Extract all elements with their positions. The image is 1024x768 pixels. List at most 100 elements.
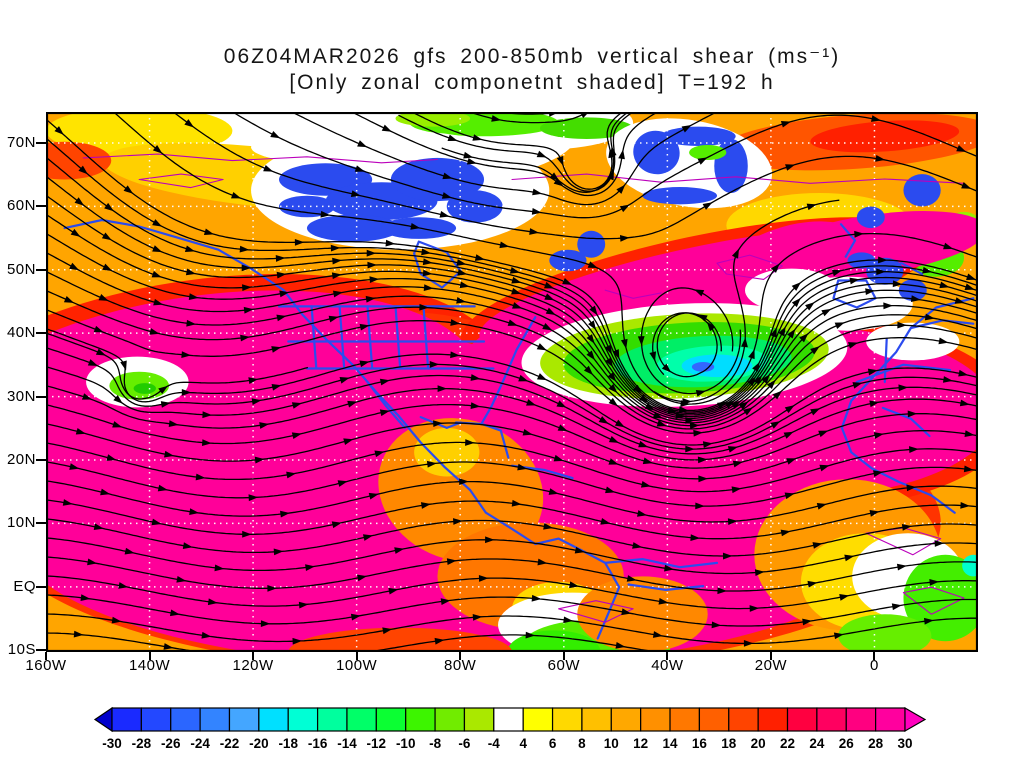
colorbar-cell [610,707,642,732]
x-tick-mark [252,652,255,660]
x-tick-mark [148,652,151,660]
colorbar-label: -14 [337,736,357,751]
colorbar-label: 4 [519,736,527,751]
y-tick-mark [36,458,46,461]
colorbar-cell [522,707,554,732]
colorbar-cell [669,707,701,732]
colorbar-label: 12 [633,736,648,751]
colorbar-cell [757,707,789,732]
colorbar-cell [463,707,495,732]
x-axis-tick-label: 100W [336,657,378,674]
colorbar-label: -10 [396,736,416,751]
x-axis-tick-label: 20W [754,657,788,674]
y-axis-tick-label: 10S [7,641,36,659]
colorbar-cell [375,707,407,732]
colorbar-cell [640,707,671,732]
y-tick-mark [36,395,46,398]
colorbar-cell [258,707,289,732]
colorbar-label: -26 [161,736,181,751]
y-tick-mark [36,268,46,271]
colorbar-cell [316,707,348,732]
title-line-1: 06Z04MAR2026 gfs 200-850mb vertical shea… [223,45,841,68]
colorbar-cell [875,707,906,732]
x-axis-tick-label: 120W [232,657,274,674]
colorbar-label: -6 [458,736,470,751]
x-tick-mark [873,652,876,660]
colorbar-label: -22 [220,736,240,751]
colorbar-cell [551,707,583,732]
colorbar-label: 26 [839,736,855,751]
colorbar-label: -12 [367,736,387,751]
y-axis-tick-label: EQ [13,577,36,595]
colorbar-label: -8 [429,736,441,751]
colorbar-cell [786,707,818,732]
x-tick-mark [769,652,772,660]
colorbar-label: 8 [578,736,586,751]
colorbar-cell [698,707,730,732]
x-tick-mark [562,652,565,660]
colorbar-label: 18 [721,736,737,751]
y-tick-mark [36,141,46,144]
colorbar-label: 10 [604,736,619,751]
title-line-2: [Only zonal componetnt shaded] T=192 h [289,71,775,94]
colorbar-label: 30 [897,736,912,751]
colorbar-over-arrow [904,706,927,733]
x-axis-tick-label: 0 [870,657,879,674]
y-axis-tick-label: 30N [6,387,36,405]
x-tick-mark [355,652,358,660]
x-tick-mark [666,652,669,660]
y-axis-tick-label: 50N [6,260,36,278]
colorbar-cell [287,707,319,732]
x-axis-tick-label: 140W [128,657,171,674]
colorbar-label: 28 [868,736,884,751]
colorbar-label: -30 [102,736,122,751]
colorbar-label: -24 [190,736,210,751]
x-axis-tick-label: 160W [25,657,67,674]
colorbar-label: -20 [249,736,269,751]
colorbar-label: 16 [692,736,708,751]
colorbar: -30 -28 -26 -24 -22 -20 -18 -16 -14 -12 -10 -8 -6 -4 4… [93,706,927,751]
colorbar-label: -28 [132,736,152,751]
colorbar-cell [111,707,142,732]
y-tick-mark [36,585,46,588]
x-tick-mark [459,652,462,660]
y-axis-tick-label: 40N [6,324,36,342]
colorbar-cell [845,707,877,732]
colorbar-label: 22 [780,736,795,751]
y-axis-tick-label: 60N [6,197,36,215]
colorbar-cell [199,707,231,732]
colorbar-label: -4 [488,736,500,751]
x-axis-tick-label: 60W [547,657,580,674]
y-tick-mark [36,649,46,652]
colorbar-cell [581,707,612,732]
colorbar-label: -18 [278,736,298,751]
colorbar-label: -16 [308,736,328,751]
y-axis-tick-label: 70N [6,133,36,151]
colorbar-cell [228,707,260,732]
colorbar-cell [170,707,201,732]
x-axis-tick-label: 40W [651,657,684,674]
colorbar-label: 6 [549,736,557,751]
y-axis-tick-label: 20N [6,450,36,468]
colorbar-label: 24 [809,736,825,751]
colorbar-cell [434,707,466,732]
chart-title: 06Z04MAR2026 gfs 200-850mb vertical shea… [40,44,1024,95]
colorbar-cell [728,707,759,732]
colorbar-cell [405,707,436,732]
weather-map-svg [46,112,978,652]
x-axis-tick-label: 80W [444,657,477,674]
colorbar-under-arrow [93,706,113,733]
y-tick-mark [36,332,46,335]
y-tick-mark [36,522,46,525]
colorbar-cell [816,707,847,732]
x-tick-mark [45,652,47,660]
y-axis-tick-label: 10N [6,514,36,532]
colorbar-cell [346,707,377,732]
colorbar-cell [493,707,524,732]
colorbar-label: 14 [662,736,678,751]
colorbar-label: 20 [751,736,766,751]
y-tick-mark [36,205,46,208]
colorbar-cell [140,707,172,732]
